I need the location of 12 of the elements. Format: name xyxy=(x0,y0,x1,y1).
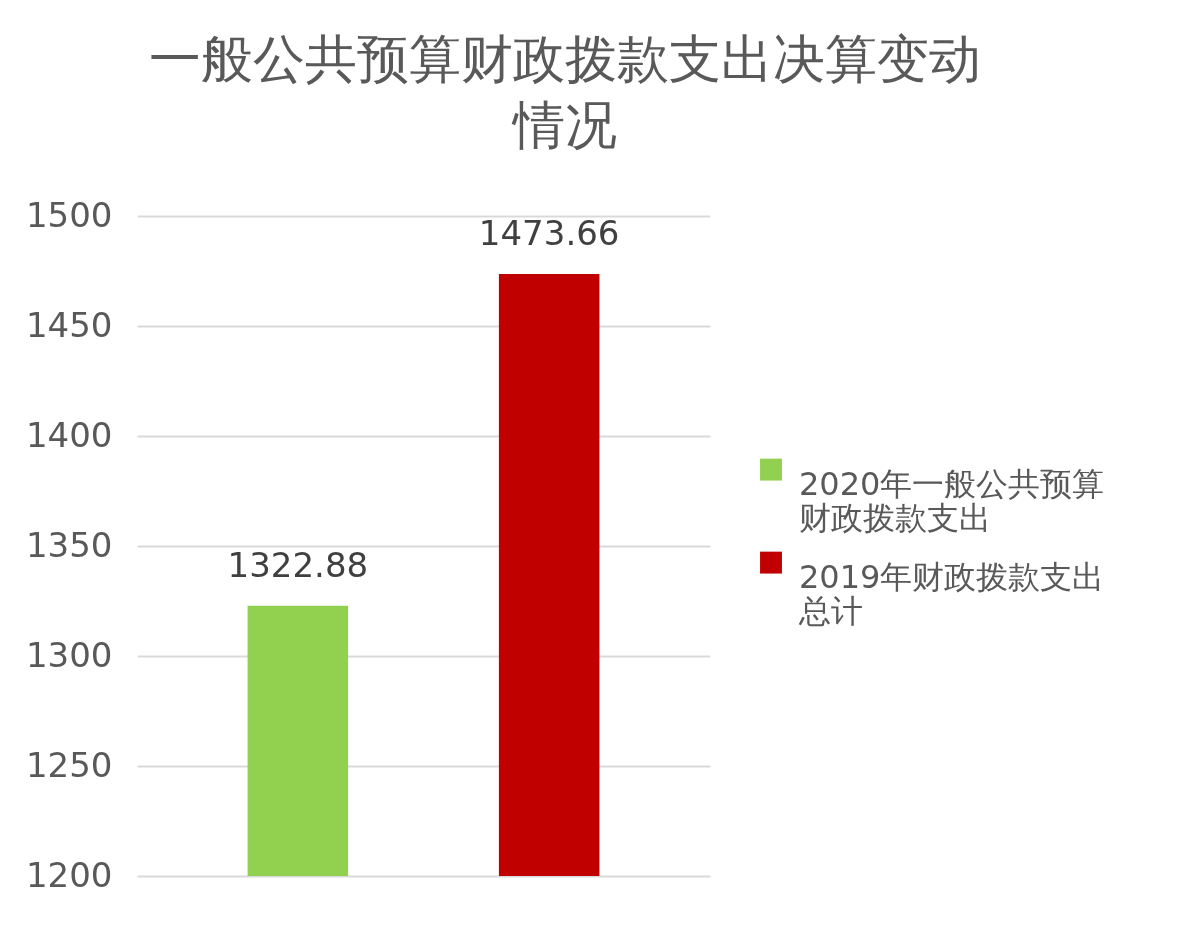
legend-label: 2020年一般公共预算财政拨款支出 xyxy=(799,464,1105,537)
y-tick-label: 1200 xyxy=(25,854,113,895)
data-label: 1473.66 xyxy=(478,212,620,253)
y-tick-label: 1350 xyxy=(25,524,113,565)
legend-label: 2019年财政拨款支出总计 xyxy=(798,557,1105,630)
chart-title: 一般公共预算财政拨款支出决算变动情况 xyxy=(149,31,982,154)
y-tick-label: 1300 xyxy=(25,634,113,675)
y-tick-label: 1500 xyxy=(25,194,113,235)
y-tick-label: 1400 xyxy=(25,414,113,455)
y-tick-label: 1250 xyxy=(25,744,113,785)
y-tick-label: 1450 xyxy=(25,304,113,345)
data-label: 1322.88 xyxy=(227,544,369,585)
